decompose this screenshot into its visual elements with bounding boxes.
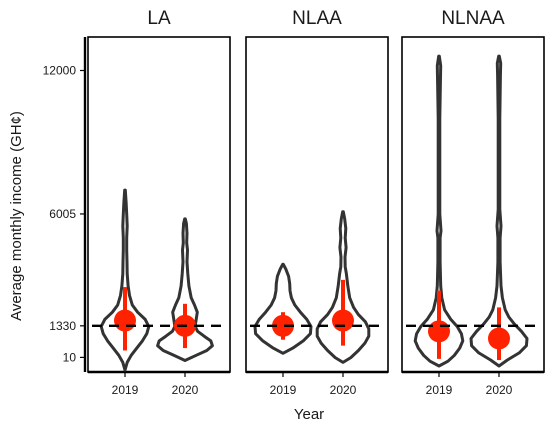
facet-title: NLAA — [292, 8, 342, 29]
violin-2020 — [469, 54, 529, 368]
x-tick-label: 2019 — [426, 383, 453, 397]
mean-point-2019 — [272, 314, 294, 337]
panel-frame — [87, 36, 231, 373]
facet-panels: LA 2019 2020 NLAA 2019 2020 NLNAA 2019 2020 — [87, 8, 545, 397]
y-axis: 10 1330 6005 12000 — [43, 37, 87, 372]
facet-panel-nlaa: NLAA 2019 2020 — [245, 8, 389, 397]
mean-point-2020 — [332, 309, 354, 332]
facet-panel-la: LA 2019 2020 — [87, 8, 231, 397]
violin-2020 — [156, 217, 214, 362]
facet-title: NLNAA — [441, 8, 505, 29]
facet-title: LA — [147, 8, 171, 29]
violin-2019 — [253, 262, 313, 355]
violin-2019 — [413, 54, 465, 368]
facet-panel-nlnaa: NLNAA 2019 2020 — [401, 8, 545, 397]
mean-point-2020 — [488, 327, 510, 350]
y-tick-label: 1330 — [49, 319, 76, 333]
x-tick-label: 2020 — [486, 383, 513, 397]
y-tick-label: 6005 — [49, 207, 76, 221]
mean-point-2019 — [114, 309, 136, 332]
violin-2020 — [315, 210, 371, 364]
x-axis-title: Year — [294, 406, 324, 423]
y-axis-title: Average monthly income (GH¢) — [8, 111, 25, 321]
violin-2019 — [99, 188, 151, 372]
x-tick-label: 2020 — [172, 383, 199, 397]
y-tick-label: 12000 — [43, 64, 77, 78]
mean-point-2019 — [428, 320, 450, 343]
y-tick-label: 10 — [63, 350, 77, 364]
x-tick-label: 2019 — [270, 383, 297, 397]
x-tick-label: 2019 — [112, 383, 139, 397]
x-tick-label: 2020 — [330, 383, 357, 397]
